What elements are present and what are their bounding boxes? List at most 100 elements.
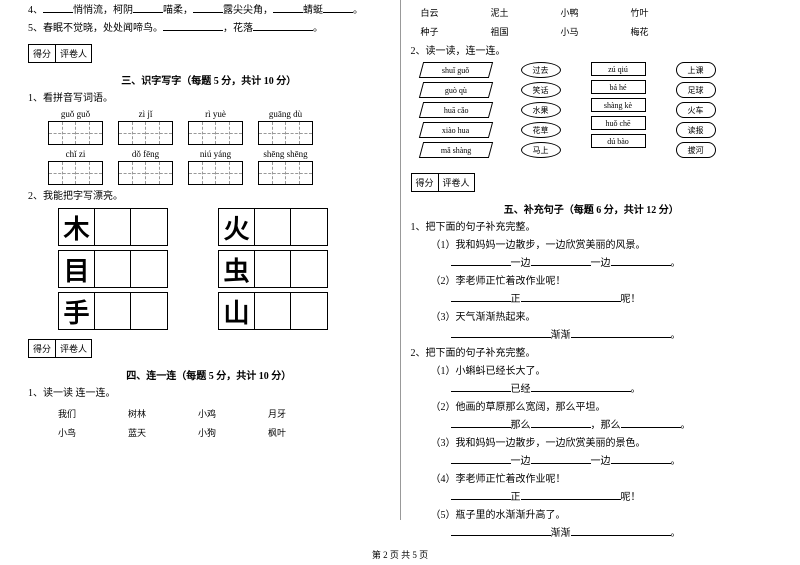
word: 小鸡 — [198, 407, 268, 420]
tian-grid[interactable] — [258, 161, 313, 185]
tian-grid[interactable] — [188, 121, 243, 145]
q3-1: 1、看拼音写词语。 — [28, 91, 390, 106]
score-label: 得分 — [29, 45, 56, 62]
q5-2-2: （2）他画的草原那么宽阔，那么平坦。 — [431, 400, 773, 415]
pinyin-box[interactable]: bá hé — [591, 80, 646, 94]
char-block[interactable]: 木 — [58, 208, 168, 246]
cn-box[interactable]: 火车 — [676, 102, 716, 118]
tian-grid[interactable] — [48, 161, 103, 185]
q5-2-5b: 渐渐。 — [451, 526, 773, 541]
q5-2-1b: 已经。 — [451, 382, 773, 397]
section-3-title: 三、识字写字（每题 5 分，共计 10 分） — [28, 72, 390, 87]
word: 白云 — [421, 6, 491, 19]
q4-c: 露尖尖角， — [223, 5, 273, 16]
q2: 2、读一读，连一连。 — [411, 44, 773, 59]
page-footer: 第 2 页 共 5 页 — [0, 548, 800, 561]
q3-2: 2、我能把字写漂亮。 — [28, 189, 390, 204]
pinyin: chǐ zi — [48, 149, 103, 159]
q4-b: 喵柔， — [163, 5, 193, 16]
char-block[interactable]: 山 — [218, 292, 328, 330]
pinyin: zì jǐ — [118, 109, 173, 119]
pinyin-box[interactable]: shàng kè — [591, 98, 646, 112]
char: 火 — [219, 209, 255, 245]
match-container: shuǐ guǒ guò qù huā cǎo xiào hua mǎ shàn… — [421, 62, 773, 158]
q5-2-4b: 正呢！ — [451, 490, 773, 505]
grader-label: 评卷人 — [56, 340, 91, 357]
q5-1-1: （1）我和妈妈一边散步，一边欣赏美丽的风景。 — [431, 238, 773, 253]
pinyin: shēng shēng — [258, 149, 313, 159]
column-divider — [400, 0, 401, 520]
cn-box[interactable]: 上课 — [676, 62, 716, 78]
score-label: 得分 — [412, 174, 439, 191]
char: 木 — [59, 209, 95, 245]
cn-box[interactable]: 花草 — [521, 122, 561, 138]
pinyin: guǒ guǒ — [48, 109, 103, 119]
q5-1: 1、把下面的句子补充完整。 — [411, 220, 773, 235]
char-row: 手 山 — [58, 292, 390, 330]
pinyin-box[interactable]: mǎ shàng — [418, 142, 492, 158]
pinyin-box[interactable]: guò qù — [418, 82, 492, 98]
q5-2-1: （1）小蝌蚪已经长大了。 — [431, 364, 773, 379]
char: 虫 — [219, 251, 255, 287]
cn-box[interactable]: 笑话 — [521, 82, 561, 98]
q5-2-5: （5）瓶子里的水渐渐升高了。 — [431, 508, 773, 523]
q5-line: 5、春眠不觉晓，处处闻啼鸟。，花落。 — [28, 21, 390, 36]
pinyin-box[interactable]: xiào hua — [418, 122, 492, 138]
char-block[interactable]: 目 — [58, 250, 168, 288]
word-row: 种子 祖国 小马 梅花 — [421, 25, 773, 38]
char-block[interactable]: 手 — [58, 292, 168, 330]
char-block[interactable]: 虫 — [218, 250, 328, 288]
q4-1: 1、读一读 连一连。 — [28, 386, 390, 401]
cn-box[interactable]: 水果 — [521, 102, 561, 118]
pinyin-box[interactable]: huǒ chē — [591, 116, 646, 130]
q5-prefix: 5、春眠不觉晓，处处闻啼鸟。 — [28, 23, 163, 34]
char: 山 — [219, 293, 255, 329]
q5-2-3: （3）我和妈妈一边散步，一边欣赏美丽的景色。 — [431, 436, 773, 451]
word: 树林 — [128, 407, 198, 420]
char: 手 — [59, 293, 95, 329]
tian-grid[interactable] — [188, 161, 243, 185]
word: 竹叶 — [631, 6, 701, 19]
section-4-title: 四、连一连（每题 5 分，共计 10 分） — [28, 367, 390, 382]
pinyin-box[interactable]: huā cǎo — [418, 102, 492, 118]
pinyin-box[interactable]: zú qiú — [591, 62, 646, 76]
tian-grid[interactable] — [118, 161, 173, 185]
grid-row — [48, 161, 390, 185]
score-box-4: 得分 评卷人 — [28, 339, 92, 358]
pinyin-box[interactable]: shuǐ guǒ — [418, 62, 492, 78]
q5-2: 2、把下面的句子补充完整。 — [411, 346, 773, 361]
q4-d: 蜻蜓 — [303, 5, 323, 16]
q4-a: 悄悄流，柯阴 — [73, 5, 133, 16]
cn-box[interactable]: 读报 — [676, 122, 716, 138]
pinyin-box[interactable]: dú bào — [591, 134, 646, 148]
tian-grid[interactable] — [48, 121, 103, 145]
q5-2-2b: 那么，那么。 — [451, 418, 773, 433]
char: 目 — [59, 251, 95, 287]
word: 我们 — [58, 407, 128, 420]
cn-box[interactable]: 足球 — [676, 82, 716, 98]
q5-1-2: （2）李老师正忙着改作业呢！ — [431, 274, 773, 289]
word: 小鸟 — [58, 426, 128, 439]
word: 小马 — [561, 25, 631, 38]
char-block[interactable]: 火 — [218, 208, 328, 246]
q5-1-2b: 正呢！ — [451, 292, 773, 307]
q5-2-3b: 一边一边。 — [451, 454, 773, 469]
pinyin: rì yuè — [188, 109, 243, 119]
word: 月牙 — [268, 407, 338, 420]
grader-label: 评卷人 — [56, 45, 91, 62]
word: 枫叶 — [268, 426, 338, 439]
word: 小狗 — [198, 426, 268, 439]
q5-2-4: （4）李老师正忙着改作业呢！ — [431, 472, 773, 487]
cn-box[interactable]: 马上 — [521, 142, 561, 158]
tian-grid[interactable] — [118, 121, 173, 145]
word: 蓝天 — [128, 426, 198, 439]
cn-box[interactable]: 过去 — [521, 62, 561, 78]
q4-line: 4、悄悄流，柯阴喵柔，露尖尖角，蜻蜓。 — [28, 3, 390, 18]
q5-1-1b: 一边一边。 — [451, 256, 773, 271]
tian-grid[interactable] — [258, 121, 313, 145]
word-row: 白云 泥土 小鸭 竹叶 — [421, 6, 773, 19]
right-column: 白云 泥土 小鸭 竹叶 种子 祖国 小马 梅花 2、读一读，连一连。 shuǐ … — [403, 0, 781, 544]
word: 泥土 — [491, 6, 561, 19]
cn-box[interactable]: 拔河 — [676, 142, 716, 158]
q5-1-3: （3）天气渐渐热起来。 — [431, 310, 773, 325]
